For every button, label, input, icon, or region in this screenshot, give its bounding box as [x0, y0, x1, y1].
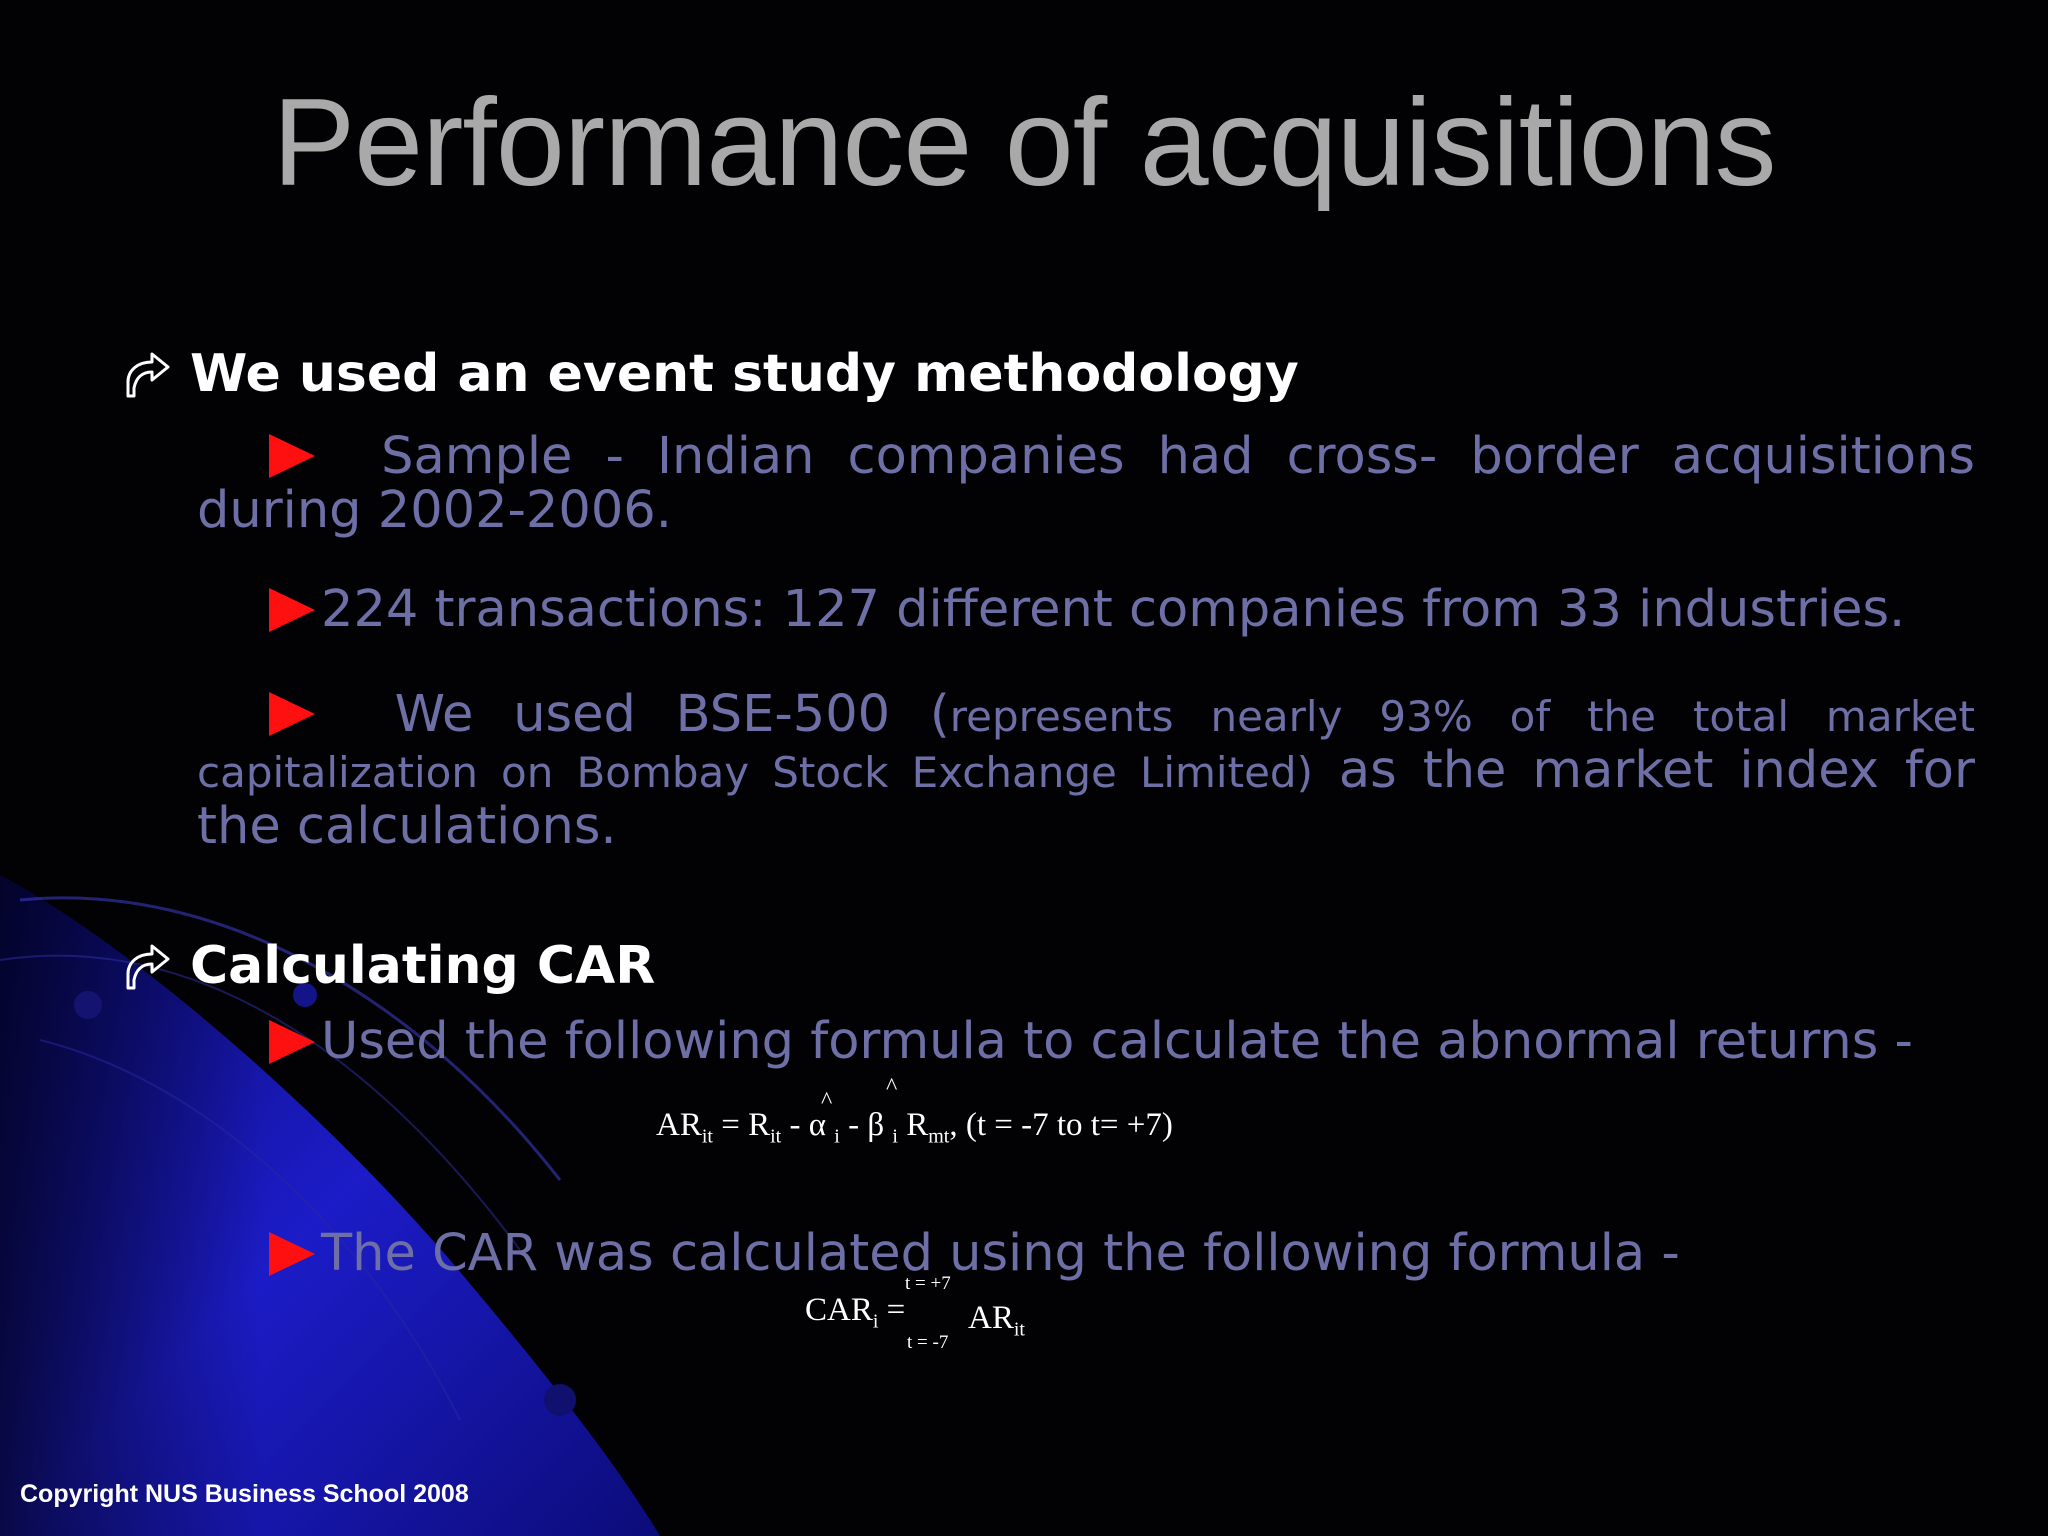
item-car-calculated-text: The CAR was calculated using the followi… [321, 1224, 1680, 1283]
car-rhs: ARit [968, 1300, 1025, 1342]
item-bse500-note: represents nearly 93% of the total marke… [197, 692, 1975, 797]
sum-upper-limit: t = +7 [905, 1273, 951, 1294]
red-triangle-bullet-icon [269, 1231, 315, 1276]
item-car-calculated: The CAR was calculated using the followi… [269, 1224, 1680, 1283]
section1-heading: We used an event study methodology [190, 344, 1299, 404]
ar-term-sub: it [1013, 1318, 1025, 1341]
ar-eq: = R [712, 1107, 771, 1143]
item-sample: Sample - Indian companies had cross- bor… [197, 430, 1975, 538]
bullet-event-study: We used an event study methodology [122, 344, 1299, 404]
minus-2: - [839, 1107, 868, 1143]
beta-hat: ^ [886, 1074, 898, 1100]
item-bse500-tail: as the market index for the calculations… [197, 741, 1975, 856]
item-abnormal-returns-text: Used the following formula to calculate … [321, 1012, 1913, 1071]
curved-arrow-icon [126, 944, 170, 990]
item-sample-text: Sample - Indian companies had cross- bor… [197, 427, 1975, 540]
red-triangle-bullet-icon [269, 692, 315, 736]
ar-sub: it [701, 1125, 713, 1148]
item-transactions-text: 224 transactions: 127 different companie… [321, 580, 1906, 639]
item-abnormal-returns: Used the following formula to calculate … [269, 1012, 1913, 1071]
ar-formula: ARit = Rit - α i - β i Rmt, (t = -7 to t… [656, 1107, 1173, 1149]
alpha-sub: i [834, 1125, 840, 1148]
car-lhs: CARi = [805, 1292, 905, 1334]
bullet-calculating-car: Calculating CAR [122, 936, 655, 996]
beta-sub: i [892, 1125, 898, 1148]
section2-heading: Calculating CAR [190, 936, 656, 996]
time-range: , (t = -7 to t= +7) [949, 1107, 1173, 1143]
curved-arrow-icon [126, 352, 170, 398]
r-sub: it [770, 1125, 782, 1148]
copyright-footer: Copyright NUS Business School 2008 [20, 1480, 469, 1508]
car-eq: = [878, 1292, 906, 1328]
car-sub: i [872, 1310, 879, 1333]
red-triangle-bullet-icon [269, 587, 315, 632]
red-triangle-bullet-icon [269, 1019, 315, 1064]
item-bse500-lead: We used BSE-500 ( [394, 685, 950, 744]
rm-symbol: R [897, 1107, 929, 1143]
car-symbol: CAR [805, 1292, 873, 1328]
rm-sub: mt [928, 1125, 950, 1148]
ar-term: AR [968, 1300, 1014, 1336]
slide-title: Performance of acquisitions [272, 74, 1776, 212]
beta-symbol: β [867, 1107, 885, 1143]
ar-symbol: AR [656, 1107, 702, 1143]
red-triangle-bullet-icon [269, 434, 315, 478]
alpha-hat: ^ [821, 1088, 833, 1114]
minus-1: - [781, 1107, 809, 1143]
sum-lower-limit: t = -7 [907, 1332, 949, 1353]
item-transactions: 224 transactions: 127 different companie… [269, 580, 1905, 639]
item-bse500: We used BSE-500 (represents nearly 93% o… [197, 688, 1975, 854]
alpha-symbol: α [808, 1107, 827, 1143]
